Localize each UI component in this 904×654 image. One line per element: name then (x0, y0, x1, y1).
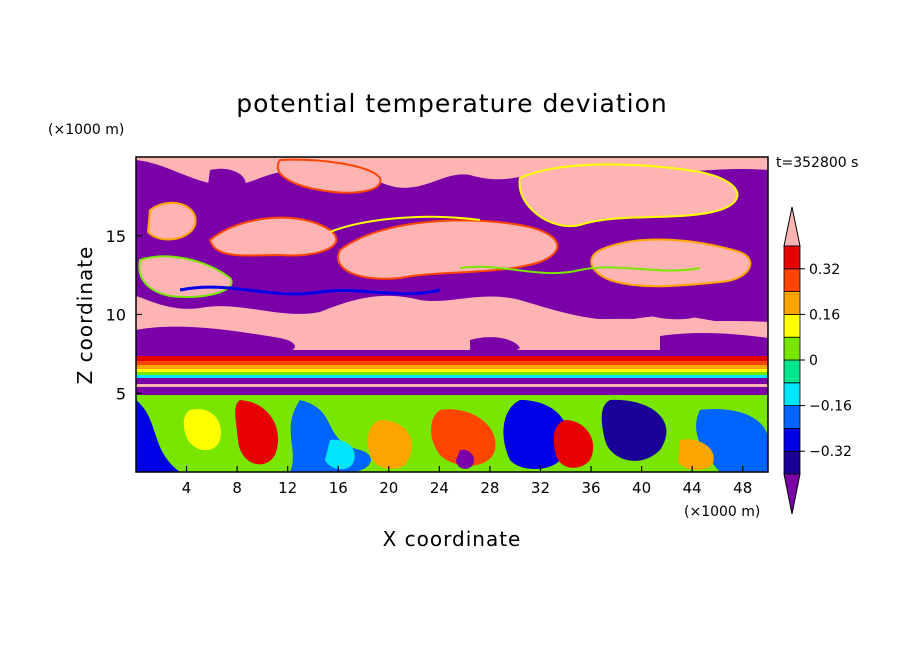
pink-blob-1 (208, 216, 338, 257)
x-tick-label: 28 (480, 479, 499, 497)
y-axis-label: Z coordinate (73, 246, 97, 385)
lower-red-2 (431, 409, 496, 466)
lower-purple-1 (456, 449, 475, 469)
pink-blob-6 (590, 238, 752, 288)
colorbar-bottom-arrow (783, 473, 801, 515)
x-tick-label: 44 (683, 479, 702, 497)
x-tick-label: 32 (531, 479, 550, 497)
x-tick-label: 4 (182, 479, 192, 497)
x-tick-label: 36 (581, 479, 600, 497)
y-axis: 5 10 15 (106, 227, 142, 403)
plot-area (136, 157, 768, 472)
colorbar-swatch (783, 405, 801, 429)
x-tick-label: 12 (278, 479, 297, 497)
lower-orange-1 (367, 420, 412, 469)
band-cyan (136, 375, 768, 378)
lower-blue-3 (503, 400, 568, 469)
x-tick-label: 16 (329, 479, 348, 497)
y-unit-label: (×1000 m) (48, 122, 124, 138)
colorbar-swatch (783, 359, 801, 384)
x-tick-label: 48 (733, 479, 752, 497)
band-purple-top (136, 350, 768, 356)
colorbar-label: 0.16 (809, 307, 840, 323)
stable-band (136, 350, 768, 395)
lower-blue-1 (136, 400, 180, 472)
colorbar: 0.32 0.16 0 −0.16 −0.32 (783, 206, 852, 515)
pink-blob-5 (276, 158, 382, 194)
x-tick-label: 40 (632, 479, 651, 497)
time-label: t=352800 s (776, 155, 858, 171)
x-tick-label: 20 (379, 479, 398, 497)
x-axis: 4 8 12 16 20 24 28 32 36 40 44 48 (182, 466, 752, 497)
purple-patch-1 (208, 168, 246, 195)
upper-layer-contours (136, 158, 768, 330)
band-yellow (136, 369, 768, 372)
band-orange-1 (136, 361, 768, 365)
y-tick-label: 10 (106, 306, 126, 325)
pink-blob-3 (337, 219, 559, 280)
band-orange-2 (136, 365, 768, 369)
colorbar-swatch (783, 291, 801, 315)
lower-layer-contours (136, 395, 768, 472)
colorbar-swatch (783, 313, 801, 338)
lower-orange-2 (678, 439, 714, 470)
lower-blue-5 (696, 409, 768, 472)
green-streak-1 (459, 265, 701, 275)
yellow-streak-1 (329, 215, 481, 233)
colorbar-top-arrow (783, 206, 801, 247)
colorbar-label: −0.16 (809, 399, 852, 415)
colorbar-swatch (783, 268, 801, 292)
colorbar-label: −0.32 (809, 444, 852, 460)
x-tick-label: 24 (430, 479, 449, 497)
lower-red-3 (553, 420, 594, 468)
lower-yellow-1 (183, 409, 221, 451)
colorbar-label: 0.32 (809, 262, 840, 278)
band-purple-bottom (136, 387, 768, 395)
colorbar-label: 0 (809, 353, 818, 369)
lower-cyan-1 (325, 439, 355, 470)
band-red (136, 356, 768, 361)
band-pink-thin (136, 384, 768, 387)
pink-blob-2 (146, 201, 197, 241)
colorbar-swatch (783, 450, 801, 475)
chart-title: potential temperature deviation (236, 89, 667, 118)
lower-blue-4 (601, 399, 667, 461)
colorbar-swatch (783, 245, 801, 270)
colorbar-swatch (783, 382, 801, 406)
blue-streak-1 (179, 285, 441, 296)
x-tick-label: 8 (232, 479, 242, 497)
purple-patch-2 (640, 296, 710, 320)
x-axis-label: X coordinate (383, 527, 522, 551)
y-tick-label: 15 (106, 227, 126, 246)
band-green (136, 372, 768, 375)
x-unit-label: (×1000 m) (684, 504, 760, 520)
mid-purple-left (136, 326, 295, 352)
colorbar-swatch (783, 336, 801, 361)
colorbar-swatch (783, 427, 801, 452)
y-tick-label: 5 (116, 384, 126, 403)
pink-blob-4 (518, 163, 739, 228)
lower-red-1 (235, 400, 279, 465)
band-purple-mid (136, 378, 768, 384)
mid-pink-sheet (300, 318, 768, 350)
